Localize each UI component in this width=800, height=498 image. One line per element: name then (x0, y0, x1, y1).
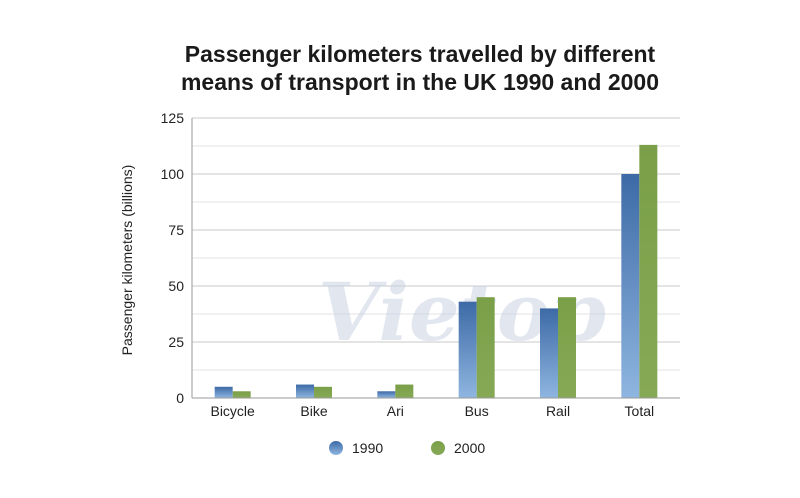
x-tick-label: Bus (465, 403, 489, 419)
chart-title-line-2: means of transport in the UK 1990 and 20… (181, 69, 659, 95)
legend: 1990 2000 (329, 440, 485, 456)
x-tick-labels: Bicycle Bike Ari Bus Rail Total (210, 403, 654, 419)
x-tick-label: Bicycle (210, 403, 255, 419)
legend-label-1990: 1990 (352, 440, 383, 456)
legend-label-2000: 2000 (454, 440, 485, 456)
x-tick-label: Bike (300, 403, 327, 419)
x-tick-label: Rail (546, 403, 570, 419)
y-tick-labels: 0 25 50 75 100 125 (161, 110, 185, 406)
legend-swatch-1990 (329, 441, 343, 455)
gridlines (192, 117, 680, 371)
bar-2000-bus (476, 297, 495, 398)
bar-1990-rail (540, 308, 558, 398)
y-tick-label: 125 (161, 110, 185, 126)
bar-1990-bicycle (214, 386, 233, 398)
bar-1990-bus (458, 301, 477, 398)
bar-2000-total (639, 144, 658, 398)
y-axis-label: Passenger kilometers (billions) (119, 165, 135, 356)
y-tick-label: 100 (161, 166, 185, 182)
bar-1990-bike (296, 384, 314, 398)
bar-2000-ari (395, 384, 414, 398)
x-tick-label: Ari (387, 403, 404, 419)
y-tick-label: 0 (176, 390, 184, 406)
x-tick-label: Total (625, 403, 655, 419)
bars (214, 144, 658, 398)
y-tick-label: 50 (168, 278, 184, 294)
bar-2000-rail (558, 297, 576, 398)
y-tick-label: 25 (168, 334, 184, 350)
chart-title-line-1: Passenger kilometers travelled by differ… (185, 41, 656, 67)
legend-swatch-2000 (431, 441, 445, 455)
bar-1990-ari (377, 391, 396, 398)
bar-1990-total (621, 174, 640, 398)
axes (191, 118, 680, 399)
y-tick-label: 75 (168, 222, 184, 238)
bar-2000-bike (314, 386, 332, 398)
bar-2000-bicycle (232, 391, 251, 398)
